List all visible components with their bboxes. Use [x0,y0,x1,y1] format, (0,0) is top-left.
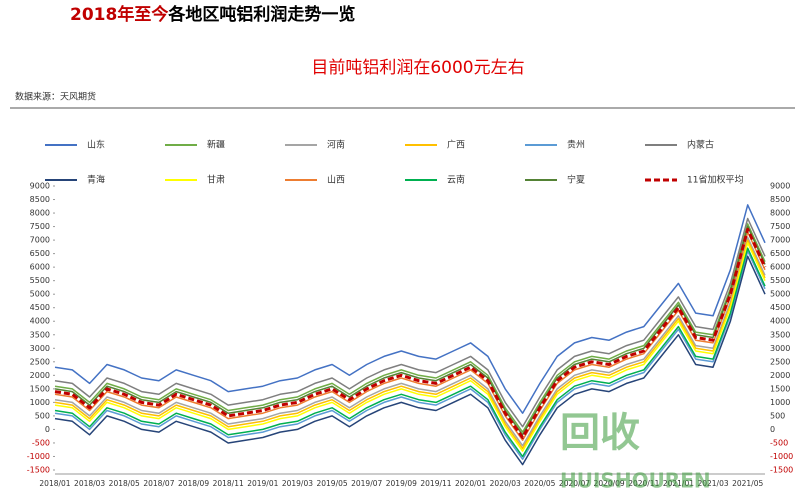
y2-tick-label: 500 [770,411,785,420]
y2-tick-label: 3500 [770,330,790,339]
series-line [54,236,766,447]
legend-label: 宁夏 [567,174,585,186]
y2-tick-label: -500 [770,438,788,447]
y2-tick-label: 2500 [770,357,790,366]
y2-tick-label: -1000 [770,452,793,461]
y2-tick-label: 9000 [770,182,790,191]
y2-tick-label: 7000 [770,236,790,245]
x-tick-label: 2019/07 [351,479,382,488]
y-tick-label: 6500 [30,249,50,258]
x-tick-label: 2018/09 [178,479,209,488]
legend-label: 青海 [87,174,105,186]
y2-tick-label: 4500 [770,303,790,312]
series-line [54,225,766,436]
x-tick-label: 2020/11 [628,479,659,488]
y-tick-label: 2500 [30,357,50,366]
y-tick-label: 1500 [30,384,50,393]
x-tick-label: 2018/07 [143,479,174,488]
y-tick-label: 8000 [30,209,50,218]
y-tick-label: 0 [45,425,50,434]
x-tick-label: 2019/11 [420,479,451,488]
series-line [54,204,766,414]
y-tick-label: 8500 [30,195,50,204]
watermark-logo: 回收 [560,410,640,456]
x-tick-label: 2020/01 [455,479,486,488]
y-tick-label: 7500 [30,222,50,231]
y-tick-label: -1000 [27,452,50,461]
series-line [54,250,766,460]
title-highlight: 2018年至今 [70,4,168,25]
series-line [54,247,766,458]
y2-tick-label: 1000 [770,398,790,407]
y-tick-label: 6000 [30,263,50,272]
series-line [54,227,767,439]
legend-label: 内蒙古 [687,139,714,151]
y-tick-label: 4500 [30,303,50,312]
x-tick-label: 2019/05 [316,479,347,488]
y-tick-label: 4000 [30,317,50,326]
y2-tick-label: 6000 [770,263,790,272]
series-line [54,239,766,450]
y-tick-label: 500 [35,411,50,420]
legend-label: 山西 [327,175,345,186]
x-tick-label: 2020/07 [559,479,590,488]
y-tick-label: -500 [32,438,50,447]
title-text: 各地区吨铝利润走势一览 [167,4,355,25]
x-tick-label: 2020/09 [594,479,625,488]
subtitle: 目前吨铝利润在6000元左右 [311,58,524,78]
y2-tick-label: 5000 [770,290,790,299]
x-tick-label: 2018/11 [213,479,244,488]
chart-title: 2018年至今各地区吨铝利润走势一览 [70,4,355,25]
watermark-text: HUISHOUREN [560,469,711,493]
y2-tick-label: 1500 [770,384,790,393]
y2-tick-label: 7500 [770,222,790,231]
x-tick-label: 2018/03 [74,479,105,488]
y2-tick-label: 3000 [770,344,790,353]
x-tick-label: 2021/01 [663,479,694,488]
source: 数据来源：天风期货 [15,91,96,103]
x-tick-label: 2019/03 [282,479,313,488]
y-tick-label: 9000 [30,182,50,191]
series-line [54,255,766,466]
y-tick-label: 7000 [30,236,50,245]
series-line [54,242,766,452]
series-line [54,231,766,441]
y-tick-label: 5000 [30,290,50,299]
legend-label: 新疆 [207,139,225,151]
y-tick-label: 3500 [30,330,50,339]
legend-label: 11省加权平均 [687,174,743,186]
x-tick-label: 2020/03 [490,479,521,488]
y2-tick-label: 8000 [770,209,790,218]
series-line [54,223,766,433]
y-tick-label: 5500 [30,276,50,285]
legend-label: 广西 [447,139,465,151]
y2-tick-label: 6500 [770,249,790,258]
x-tick-label: 2021/03 [697,479,728,488]
x-tick-label: 2019/09 [386,479,417,488]
legend-label: 河南 [327,139,345,151]
y-tick-label: 3000 [30,344,50,353]
y2-tick-label: 4000 [770,317,790,326]
legend-label: 甘肃 [207,174,225,186]
y2-tick-label: 0 [770,425,775,434]
legend-label: 贵州 [567,139,585,151]
y2-tick-label: 8500 [770,195,790,204]
series-line [54,217,766,428]
x-tick-label: 2018/01 [39,479,70,488]
legend-label: 云南 [447,174,465,186]
y2-tick-label: 5500 [770,276,790,285]
y-tick-label: 2000 [30,371,50,380]
y-tick-label: 1000 [30,398,50,407]
legend-label: 山东 [87,139,105,151]
y2-tick-label: -1500 [770,466,793,475]
y-tick-label: -1500 [27,466,50,475]
x-tick-label: 2018/05 [109,479,140,488]
x-tick-label: 2020/05 [524,479,555,488]
x-tick-label: 2021/05 [732,479,763,488]
x-tick-label: 2019/01 [247,479,278,488]
y2-tick-label: 2000 [770,371,790,380]
